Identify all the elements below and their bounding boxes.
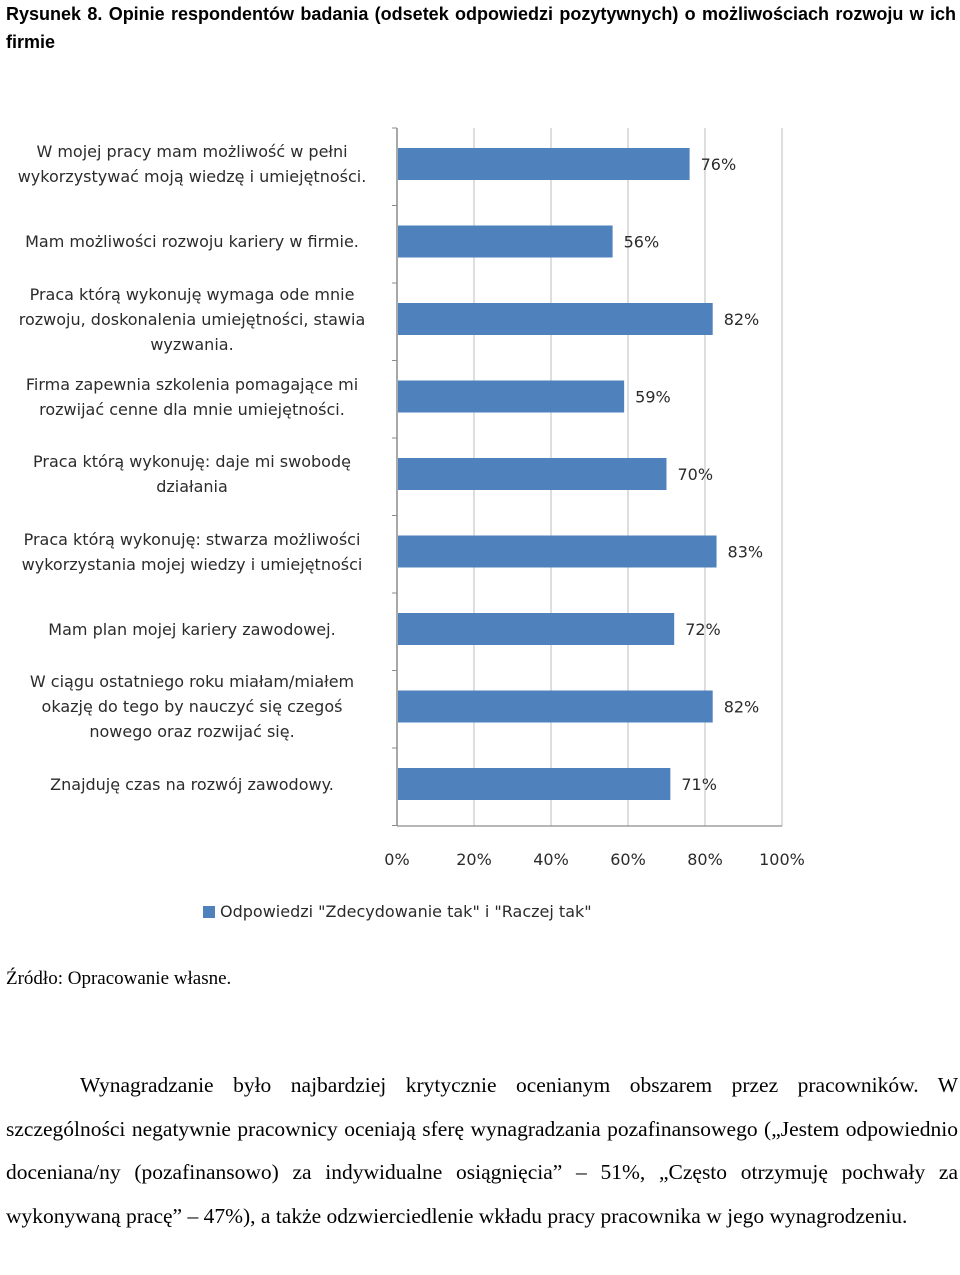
category-label: W ciągu ostatniego roku miałam/miałem oka… <box>6 669 378 744</box>
bar-value-label: 72% <box>685 620 721 639</box>
bar <box>398 613 675 645</box>
category-label: Praca którą wykonuję: stwarza możliwości… <box>6 527 378 577</box>
bar <box>398 768 671 800</box>
x-tick-label: 0% <box>384 850 409 869</box>
category-label-line: wykorzystywać moją wiedzę i umiejętności… <box>17 167 367 186</box>
bar-value-label: 82% <box>724 310 760 329</box>
category-label: Mam plan mojej kariery zawodowej. <box>6 617 378 642</box>
category-label-line: Mam plan mojej kariery zawodowej. <box>48 619 336 639</box>
legend-label: Odpowiedzi "Zdecydowanie tak" i "Raczej … <box>220 902 592 921</box>
category-label-line: okazję do tego by nauczyć się czegoś <box>41 697 343 716</box>
category-label-line: Znajduję czas na rozwój zawodowy. <box>50 774 334 794</box>
bar <box>398 535 717 568</box>
category-label-line: Firma zapewnia szkolenia pomagające mi <box>25 374 359 394</box>
bar-value-label: 70% <box>678 465 714 484</box>
bar-value-label: 82% <box>724 698 760 717</box>
bar <box>398 148 690 180</box>
paragraph-text: Wynagradzanie było najbardziej krytyczni… <box>6 1073 958 1228</box>
category-label: Praca którą wykonuję: daje mi swobodę dzi… <box>6 449 378 499</box>
category-label-line: działania <box>156 477 228 496</box>
category-label-line: rozwoju, doskonalenia umiejętności, staw… <box>18 309 366 329</box>
category-label: Praca którą wykonuję wymaga ode mnie rozw… <box>6 282 378 357</box>
bar <box>398 303 713 335</box>
category-label-line: wyzwania. <box>150 334 234 354</box>
source-note: Źródło: Opracowanie własne. <box>6 968 232 989</box>
legend-swatch <box>203 906 215 918</box>
bar-chart: 76% 56% 82% 59% 70% 83% 72% 82% 71% 0% 20% 40% 60% 8… <box>203 127 805 921</box>
bar <box>398 690 713 723</box>
body-paragraph: Wynagradzanie było najbardziej krytyczni… <box>6 1064 958 1238</box>
category-label-line: nowego oraz rozwijać się. <box>89 722 295 741</box>
x-tick-label: 40% <box>533 850 569 869</box>
category-label-line: W ciągu ostatniego roku miałam/miałem <box>29 672 355 691</box>
bar-value-label: 71% <box>681 775 717 794</box>
chart-legend: Odpowiedzi "Zdecydowanie tak" i "Raczej … <box>203 902 592 921</box>
category-label: W mojej pracy mam możliwość w pełni wykor… <box>6 139 378 189</box>
bar <box>398 458 667 490</box>
bar <box>398 380 625 413</box>
category-label: Znajduję czas na rozwój zawodowy. <box>6 772 378 797</box>
category-label-line: W mojej pracy mam możliwość w pełni <box>36 142 348 161</box>
category-label: Mam możliwości rozwoju kariery w firmie. <box>6 229 378 254</box>
x-tick-label: 80% <box>687 850 723 869</box>
bar-value-label: 83% <box>728 543 764 562</box>
category-label-line: Mam możliwości rozwoju kariery w firmie. <box>25 232 359 251</box>
category-label: Firma zapewnia szkolenia pomagające mi ro… <box>6 372 378 422</box>
category-label-line: Praca którą wykonuję wymaga ode mnie <box>29 284 355 304</box>
x-tick-label: 100% <box>759 850 805 869</box>
bar-value-label: 59% <box>635 388 671 407</box>
x-tick-label: 20% <box>456 850 492 869</box>
category-label-line: wykorzystania mojej wiedzy i umiejętnośc… <box>21 554 363 574</box>
figure-caption: Rysunek 8. Opinie respondentów badania (… <box>6 4 956 52</box>
bar <box>398 225 613 258</box>
category-label-line: rozwijać cenne dla mnie umiejętności. <box>39 399 345 419</box>
bar-value-label: 56% <box>624 233 660 252</box>
x-tick-label: 60% <box>610 850 646 869</box>
bar-value-label: 76% <box>701 155 737 174</box>
category-label-line: Praca którą wykonuję: daje mi swobodę <box>33 452 351 471</box>
category-label-line: Praca którą wykonuję: stwarza możliwości <box>23 529 361 549</box>
